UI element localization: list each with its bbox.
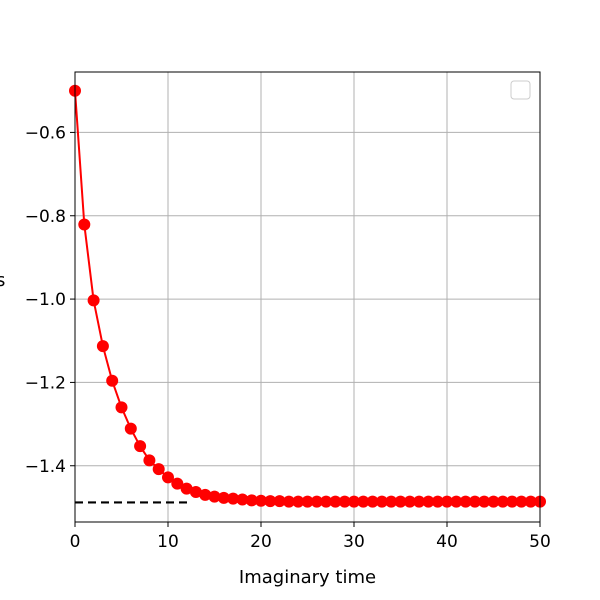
data-point xyxy=(162,471,174,484)
data-point xyxy=(338,495,351,508)
data-point xyxy=(292,495,305,508)
data-point xyxy=(385,495,398,508)
data-point xyxy=(264,495,277,508)
data-point xyxy=(78,218,91,231)
y-axis-label-fragment: s xyxy=(0,270,5,291)
data-point xyxy=(403,495,416,508)
data-point xyxy=(282,495,295,508)
data-point xyxy=(124,422,137,435)
y-tick-label: −1.0 xyxy=(25,290,66,310)
data-point xyxy=(143,454,156,467)
data-point xyxy=(468,495,481,508)
legend-box xyxy=(510,80,531,100)
data-point xyxy=(301,495,314,508)
data-point xyxy=(506,495,519,508)
data-point xyxy=(245,494,258,507)
data-point xyxy=(189,486,202,498)
data-point xyxy=(394,495,407,508)
x-axis-label: Imaginary time xyxy=(239,567,376,588)
x-tick-label: 30 xyxy=(343,532,365,552)
data-point xyxy=(115,401,128,414)
data-point xyxy=(413,495,426,508)
x-tick-label: 10 xyxy=(157,532,179,552)
data-point xyxy=(431,495,444,508)
data-point xyxy=(134,440,147,453)
data-point xyxy=(375,495,388,508)
y-tick-label: −0.8 xyxy=(25,207,66,227)
data-point xyxy=(357,495,370,508)
data-point xyxy=(273,495,286,508)
data-point xyxy=(255,494,267,507)
data-point xyxy=(236,493,249,506)
data-point xyxy=(171,477,184,490)
data-point xyxy=(320,495,333,508)
data-point xyxy=(180,482,193,495)
data-point xyxy=(524,495,537,508)
data-point xyxy=(152,463,165,476)
data-point xyxy=(217,491,230,504)
y-tick-label: −1.2 xyxy=(25,373,66,393)
data-point xyxy=(87,294,100,307)
plot-area xyxy=(75,72,540,522)
data-point xyxy=(515,495,528,508)
x-axis-ticks: 0 10 20 30 40 50 xyxy=(70,522,551,552)
data-point xyxy=(348,495,360,508)
data-point xyxy=(227,492,240,505)
data-point xyxy=(478,495,491,508)
data-point xyxy=(450,495,463,508)
data-point xyxy=(422,495,435,508)
data-point xyxy=(459,495,472,508)
series-group xyxy=(69,84,546,508)
y-tick-label: −1.4 xyxy=(25,457,66,477)
data-point xyxy=(96,340,109,353)
data-point xyxy=(106,374,119,387)
data-point xyxy=(487,495,500,508)
data-point xyxy=(366,495,379,508)
data-point xyxy=(199,488,212,501)
data-point xyxy=(496,495,509,508)
data-point xyxy=(329,495,342,508)
y-tick-label: −0.6 xyxy=(25,123,66,143)
data-point xyxy=(441,495,453,508)
plot-frame xyxy=(74,71,541,523)
x-tick-label: 20 xyxy=(250,532,272,552)
x-tick-label: 0 xyxy=(70,532,81,552)
x-tick-label: 50 xyxy=(529,532,551,552)
y-axis-ticks: −1.4 −1.2 −1.0 −0.8 −0.6 xyxy=(25,123,75,477)
data-point xyxy=(310,495,323,508)
x-tick-label: 40 xyxy=(436,532,458,552)
data-point xyxy=(208,490,221,503)
